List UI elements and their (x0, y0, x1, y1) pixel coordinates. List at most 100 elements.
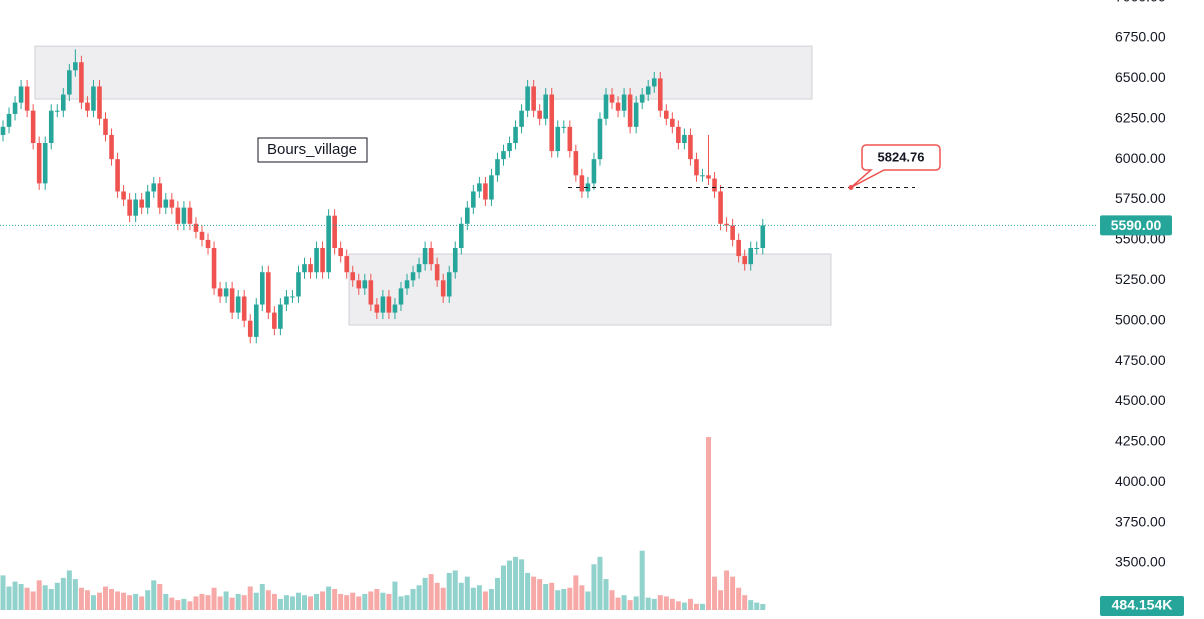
candle-body (169, 199, 175, 208)
candle-body (682, 134, 687, 144)
volume-bar (428, 574, 434, 610)
y-tick-label: 6750.00 (1115, 29, 1166, 45)
volume-bar (253, 592, 259, 610)
volume-bar (513, 556, 519, 610)
candle-body (627, 94, 633, 127)
volume-bar (133, 593, 139, 610)
volume-bar (187, 601, 193, 610)
volume-bar (320, 591, 326, 610)
candle-body (736, 239, 741, 257)
candle-body (235, 296, 241, 313)
candle-body (386, 296, 392, 313)
candle-body (30, 110, 36, 144)
volume-bar (368, 591, 374, 610)
candle-body (187, 207, 193, 224)
volume-bar (18, 584, 24, 610)
candle-body (109, 134, 114, 160)
volume-bar (748, 600, 754, 610)
candle-body (85, 102, 90, 111)
candle-body (97, 86, 102, 119)
volume-bar (494, 577, 500, 610)
volume-bar (706, 437, 712, 610)
candle-body (91, 86, 96, 111)
volume-bar (621, 595, 627, 610)
candle-body (326, 215, 331, 273)
volume-bar (651, 598, 657, 610)
candle-body (308, 264, 313, 273)
candle-body (266, 272, 271, 313)
candle-body (465, 207, 470, 224)
volume-bar (476, 585, 482, 610)
candle-body (537, 110, 542, 119)
volume-bar (537, 579, 543, 610)
volume-bar (362, 593, 368, 610)
volume-bar (295, 592, 301, 610)
candle-body (489, 175, 494, 200)
volume-bar (736, 587, 742, 610)
candle-body (495, 159, 500, 176)
candle-body (338, 248, 343, 257)
volume-bar (72, 579, 78, 610)
volume-bar (422, 577, 428, 610)
annotation-box (257, 137, 368, 163)
candle-body (404, 280, 410, 289)
volume-bar (591, 564, 597, 610)
candle-body (314, 248, 319, 273)
volume-bar (645, 597, 651, 610)
volume-bar (277, 598, 283, 610)
candle-body (718, 191, 723, 224)
volume-bar (96, 592, 102, 610)
candle-body (356, 280, 362, 289)
candle-body (211, 248, 217, 289)
candle-body (754, 248, 760, 250)
candle-body (344, 256, 350, 273)
candle-body (603, 94, 609, 119)
candle-body (259, 272, 265, 305)
candle-body (392, 304, 398, 313)
volume-bar (217, 596, 223, 610)
candle-body (609, 94, 615, 103)
candle-body (724, 223, 729, 226)
volume-bar (681, 602, 687, 610)
volume-bar (519, 559, 525, 610)
volume-bar (338, 593, 344, 610)
candle-body (452, 248, 458, 273)
volume-bar (549, 582, 555, 610)
volume-bar (350, 592, 356, 610)
volume-bar (36, 580, 42, 610)
volume-bar (223, 591, 229, 610)
volume-bar (446, 572, 452, 610)
y-tick-label: 6000.00 (1115, 150, 1166, 166)
candle-body (742, 256, 747, 265)
volume-bar (283, 595, 289, 610)
candle-body (507, 143, 512, 152)
candle-body (151, 183, 157, 192)
candle-body (241, 296, 247, 321)
volume-bar (211, 587, 217, 610)
y-tick-label: 5750.00 (1115, 190, 1166, 206)
candle-body (133, 199, 138, 216)
annotation: Bours_village (267, 141, 357, 158)
volume-bar (229, 597, 235, 610)
candle-body (513, 126, 518, 144)
candle-body (139, 199, 144, 208)
candle-body (615, 102, 621, 111)
volume-bar (199, 593, 205, 610)
candle-body (446, 272, 452, 297)
candle-body (175, 207, 181, 224)
candle-body (410, 272, 416, 281)
candle-body (73, 62, 78, 71)
volume-bar (163, 593, 169, 610)
volume-bar (157, 584, 163, 610)
candle-body (501, 151, 506, 160)
candle-body (12, 102, 18, 114)
volume-bar (356, 596, 362, 610)
candle-body (651, 78, 657, 87)
candle-body (247, 320, 253, 337)
candle-body (621, 94, 627, 111)
volume-bar (699, 603, 705, 610)
volume-bar (687, 598, 693, 610)
volume-bar (567, 587, 573, 610)
plot-area (0, 45, 832, 610)
